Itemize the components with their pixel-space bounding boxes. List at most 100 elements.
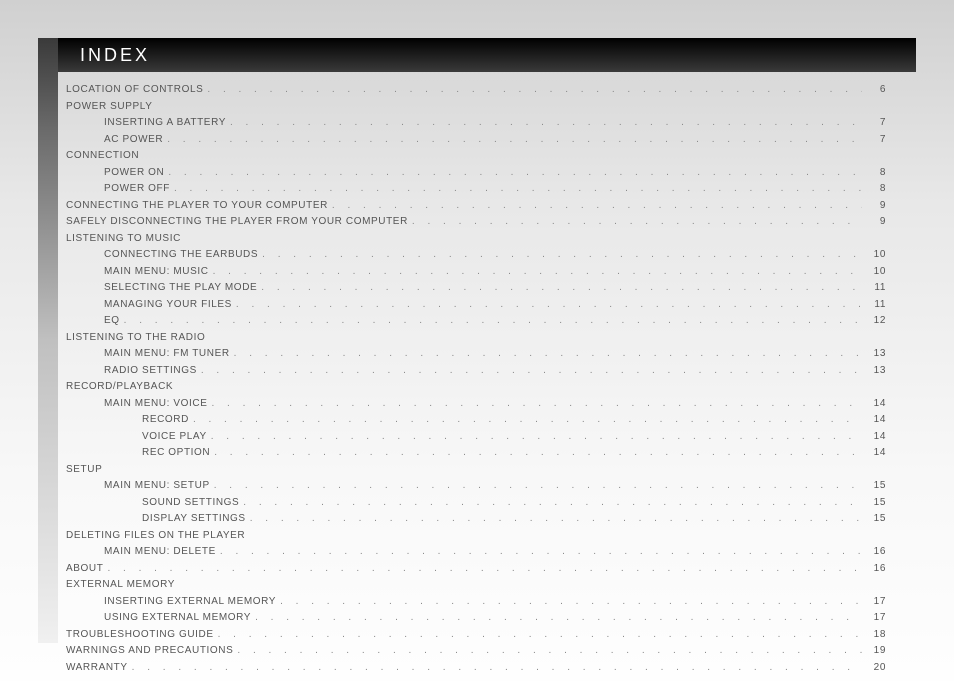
toc-leader-dots — [234, 346, 862, 363]
toc-label: LISTENING TO MUSIC — [66, 231, 181, 248]
toc-row: LISTENING TO THE RADIO — [66, 330, 886, 347]
toc-leader-dots — [261, 280, 862, 297]
toc-row: SAFELY DISCONNECTING THE PLAYER FROM YOU… — [66, 214, 886, 231]
toc-page-number: 6 — [866, 82, 886, 99]
toc-row: INSERTING EXTERNAL MEMORY 17 — [66, 594, 886, 611]
toc-row: WARRANTY20 — [66, 660, 886, 677]
toc-label: INSERTING EXTERNAL MEMORY — [104, 594, 276, 611]
toc-row: MAIN MENU: SETUP 15 — [66, 478, 886, 495]
toc-row: USING EXTERNAL MEMORY17 — [66, 610, 886, 627]
toc-page-number: 14 — [866, 445, 886, 462]
toc-row: CONNECTING THE EARBUDS 10 — [66, 247, 886, 264]
toc-label: MAIN MENU: SETUP — [104, 478, 210, 495]
toc-page-number: 11 — [866, 297, 886, 314]
toc-row: MAIN MENU: VOICE 14 — [66, 396, 886, 413]
toc-label: WARNINGS AND PRECAUTIONS — [66, 643, 233, 660]
page-title: INDEX — [58, 38, 916, 72]
toc-label: MAIN MENU: DELETE — [104, 544, 216, 561]
toc-page-number: 15 — [866, 495, 886, 512]
toc-label: MAIN MENU: FM TUNER — [104, 346, 230, 363]
toc-row: DELETING FILES ON THE PLAYER — [66, 528, 886, 545]
toc-page-number: 14 — [866, 429, 886, 446]
toc-row: LISTENING TO MUSIC — [66, 231, 886, 248]
toc-label: ABOUT — [66, 561, 103, 578]
toc-label: SAFELY DISCONNECTING THE PLAYER FROM YOU… — [66, 214, 408, 231]
toc-label: SELECTING THE PLAY MODE — [104, 280, 257, 297]
toc-label: SETUP — [66, 462, 102, 479]
toc-label: RADIO SETTINGS — [104, 363, 197, 380]
toc-label: POWER ON — [104, 165, 164, 182]
toc-leader-dots — [230, 115, 862, 132]
toc-page-number: 15 — [866, 478, 886, 495]
toc-page-number: 16 — [866, 561, 886, 578]
toc-page-number: 14 — [866, 396, 886, 413]
toc-leader-dots — [412, 214, 862, 231]
toc-row: AC POWER 7 — [66, 132, 886, 149]
toc-leader-dots — [243, 495, 862, 512]
left-gradient-bar — [38, 38, 58, 643]
toc-label: RECORD/PLAYBACK — [66, 379, 173, 396]
toc-label: MAIN MENU: MUSIC — [104, 264, 209, 281]
toc-row: POWER SUPPLY — [66, 99, 886, 116]
toc-row: TROUBLESHOOTING GUIDE18 — [66, 627, 886, 644]
toc-leader-dots — [214, 445, 862, 462]
toc-page-number: 9 — [866, 198, 886, 215]
toc-page-number: 17 — [866, 594, 886, 611]
toc-row: ABOUT 16 — [66, 561, 886, 578]
toc-leader-dots — [213, 264, 862, 281]
toc-leader-dots — [168, 165, 862, 182]
toc-row: REC OPTION 14 — [66, 445, 886, 462]
toc-page-number: 13 — [866, 346, 886, 363]
toc-leader-dots — [107, 561, 862, 578]
toc-label: MANAGING YOUR FILES — [104, 297, 232, 314]
toc-label: AC POWER — [104, 132, 163, 149]
toc-label: VOICE PLAY — [142, 429, 207, 446]
toc-row: SOUND SETTINGS 15 — [66, 495, 886, 512]
toc-leader-dots — [250, 511, 862, 528]
toc-label: REC OPTION — [142, 445, 210, 462]
toc-label: RECORD — [142, 412, 189, 429]
toc-label: CONNECTING THE PLAYER TO YOUR COMPUTER — [66, 198, 328, 215]
toc-label: TROUBLESHOOTING GUIDE — [66, 627, 214, 644]
toc-row: RECORD/PLAYBACK — [66, 379, 886, 396]
toc-row: MAIN MENU: FM TUNER 13 — [66, 346, 886, 363]
toc-page-number: 20 — [866, 660, 886, 677]
toc-label: EXTERNAL MEMORY — [66, 577, 175, 594]
toc-page-number: 15 — [866, 511, 886, 528]
toc-page-number: 10 — [866, 247, 886, 264]
toc-leader-dots — [332, 198, 862, 215]
toc-row: MAIN MENU: DELETE16 — [66, 544, 886, 561]
toc-label: CONNECTING THE EARBUDS — [104, 247, 258, 264]
toc-leader-dots — [174, 181, 862, 198]
toc-row: CONNECTION — [66, 148, 886, 165]
toc-leader-dots — [211, 429, 862, 446]
toc-row: EXTERNAL MEMORY — [66, 577, 886, 594]
toc-row: MANAGING YOUR FILES 11 — [66, 297, 886, 314]
toc-label: MAIN MENU: VOICE — [104, 396, 208, 413]
toc-row: POWER ON8 — [66, 165, 886, 182]
index-page: INDEX LOCATION OF CONTROLS6POWER SUPPLYI… — [0, 0, 954, 681]
toc-leader-dots — [212, 396, 863, 413]
toc-row: INSERTING A BATTERY7 — [66, 115, 886, 132]
toc-leader-dots — [262, 247, 862, 264]
toc-row: MAIN MENU: MUSIC10 — [66, 264, 886, 281]
toc-label: SOUND SETTINGS — [142, 495, 239, 512]
toc-leader-dots — [214, 478, 862, 495]
toc-label: INSERTING A BATTERY — [104, 115, 226, 132]
toc-page-number: 7 — [866, 132, 886, 149]
toc-row: RADIO SETTINGS13 — [66, 363, 886, 380]
toc-label: LISTENING TO THE RADIO — [66, 330, 205, 347]
toc-page-number: 11 — [866, 280, 886, 297]
toc-label: DELETING FILES ON THE PLAYER — [66, 528, 245, 545]
toc-leader-dots — [237, 643, 862, 660]
toc-page-number: 12 — [866, 313, 886, 330]
toc-leader-dots — [220, 544, 862, 561]
toc-leader-dots — [193, 412, 862, 429]
toc-label: USING EXTERNAL MEMORY — [104, 610, 251, 627]
toc-row: SETUP — [66, 462, 886, 479]
toc-leader-dots — [167, 132, 862, 149]
toc-leader-dots — [236, 297, 862, 314]
toc-row: SELECTING THE PLAY MODE 11 — [66, 280, 886, 297]
toc-page-number: 8 — [866, 181, 886, 198]
toc-row: CONNECTING THE PLAYER TO YOUR COMPUTER 9 — [66, 198, 886, 215]
